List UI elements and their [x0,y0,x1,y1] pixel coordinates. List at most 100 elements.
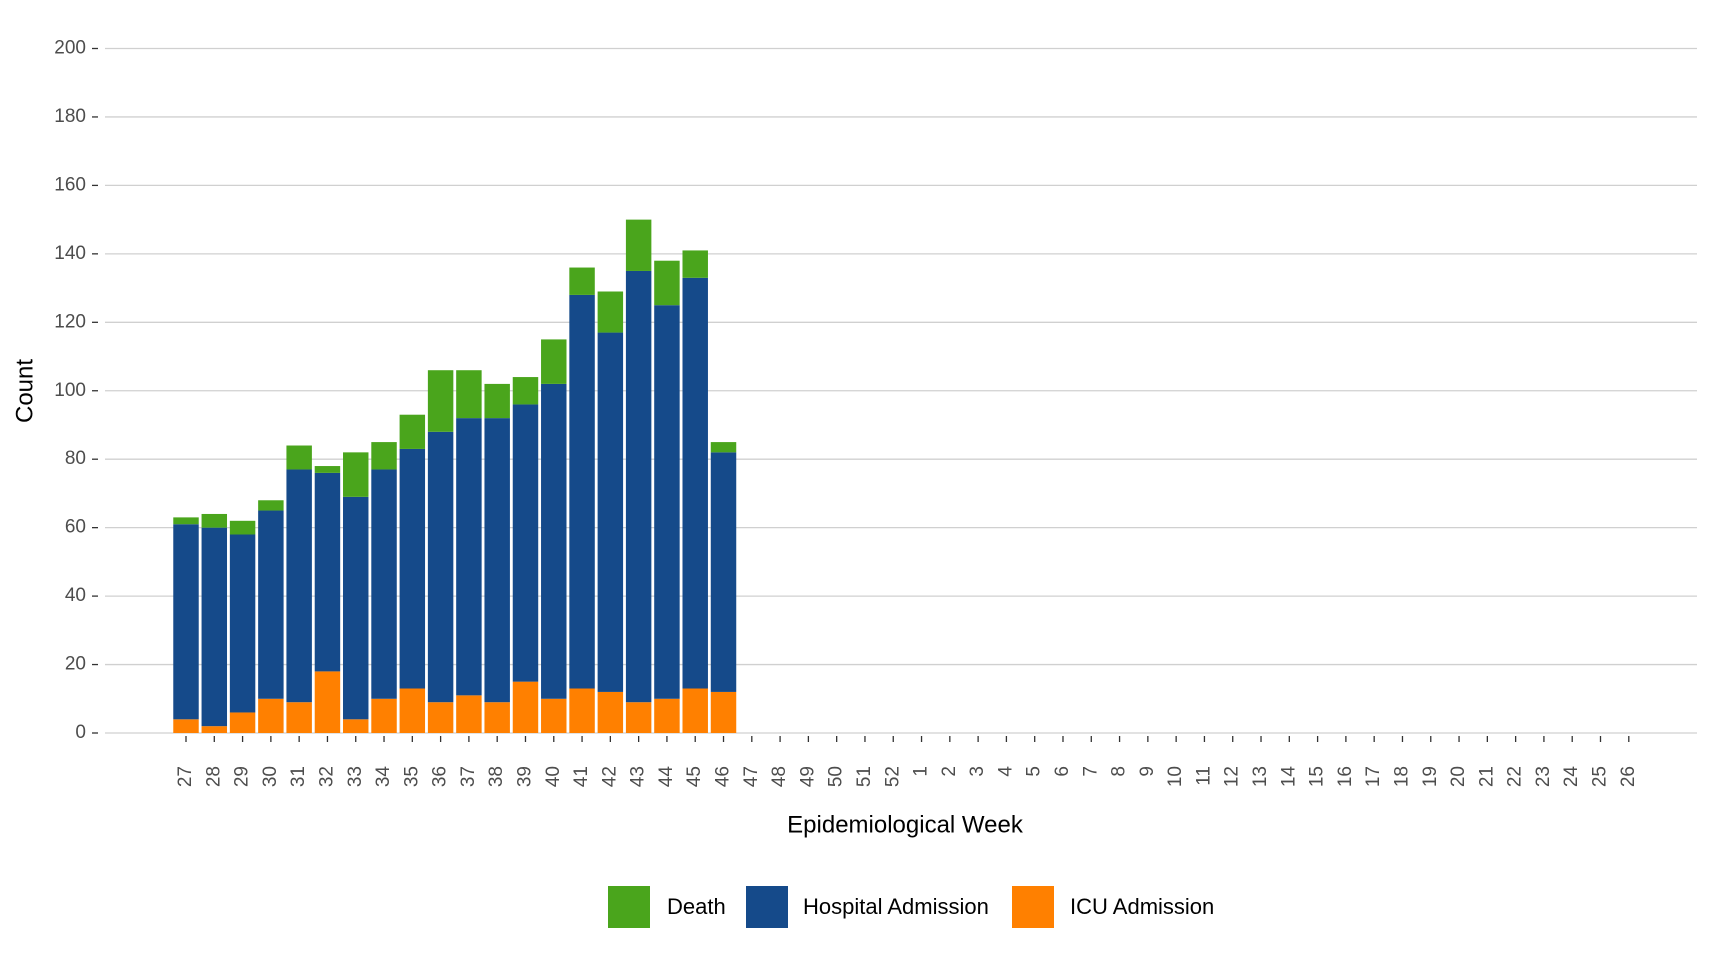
x-tick-label: 36 [430,766,451,787]
bar-segment [541,339,567,384]
x-tick-label: 24 [1561,766,1582,788]
x-tick-label: 33 [345,766,366,787]
x-tick-label: 10 [1165,766,1186,787]
bar-segment [512,377,539,405]
x-tick-label: 3 [967,766,988,777]
legend-label: Hospital Admission [803,894,989,919]
bar-segment [682,250,708,278]
bar-segment [371,442,397,470]
bar-segment [541,383,567,699]
x-tick-label: 41 [571,766,592,787]
x-tick-label: 27 [175,766,196,787]
x-tick-label: 49 [797,766,818,787]
legend-label: Death [667,894,726,919]
bar-segment [258,698,284,733]
bar-segment [173,719,199,733]
y-tick-label: 80 [65,448,86,469]
x-tick-label: 15 [1307,766,1328,787]
y-tick-label: 140 [54,243,86,264]
x-tick-label: 17 [1363,766,1384,787]
x-tick-label: 12 [1222,766,1243,787]
y-tick-label: 160 [54,174,86,195]
x-tick-label: 16 [1335,766,1356,787]
y-tick-label: 120 [54,311,86,332]
bar-segment [258,500,284,511]
x-tick-label: 35 [401,766,422,787]
bar-segment [229,712,256,733]
bar-segment [569,267,595,295]
bar-segment [427,431,454,703]
bar-segment [427,702,454,733]
legend-label: ICU Admission [1070,894,1214,919]
y-tick-label: 0 [75,722,86,743]
bar-segment [512,681,539,733]
bar-segment [569,294,595,689]
bar-segment [597,291,624,333]
x-tick-label: 32 [316,766,337,787]
bar-segment [456,695,482,733]
x-tick-label: 38 [486,766,507,787]
bar-segment [314,671,341,733]
bar-segment [201,527,228,727]
bar-segment [541,698,567,733]
legend-key [1012,886,1054,928]
x-tick-label: 29 [232,766,253,787]
y-tick-label: 20 [65,654,86,675]
x-tick-label: 39 [514,766,535,787]
bar-segment [173,517,199,525]
bar-segment [371,698,397,733]
bar-segment [484,418,510,703]
x-tick-label: 8 [1109,766,1130,777]
bar-segment [625,270,652,703]
y-tick-label: 40 [65,585,86,606]
x-axis-title: Epidemiological Week [787,811,1024,838]
x-tick-label: 9 [1137,766,1158,777]
bar-segment [484,702,510,733]
bar-segment [286,469,312,703]
bar-segment [710,452,737,692]
bar-segment [343,452,369,497]
x-tick-label: 46 [713,766,734,787]
x-tick-label: 40 [543,766,564,787]
bar-segment [201,513,228,528]
bar-segment [569,688,595,733]
bar-segment [682,688,708,733]
bar-segment [710,442,737,453]
bar-segment [343,496,369,720]
bar-segment [597,691,624,733]
bar-segment [229,534,256,713]
x-tick-label: 34 [373,766,394,788]
bar-segment [597,332,624,692]
x-tick-label: 26 [1618,766,1639,787]
bar-segment [201,726,228,733]
x-tick-label: 43 [628,766,649,787]
bar-segment [314,466,341,473]
x-tick-label: 1 [911,766,932,777]
x-tick-label: 2 [939,766,960,777]
y-tick-label: 60 [65,517,86,538]
bar-segment [512,404,539,682]
x-tick-label: 11 [1193,766,1214,786]
bar-segment [625,702,652,733]
x-tick-label: 18 [1391,766,1412,787]
x-tick-label: 4 [995,766,1016,777]
x-tick-label: 13 [1250,766,1271,787]
x-tick-label: 30 [260,766,281,787]
x-tick-label: 45 [684,766,705,787]
legend-key [746,886,788,928]
bar-segment [654,698,680,733]
bar-segment [314,472,341,672]
x-tick-label: 50 [826,766,847,787]
x-tick-label: 5 [1024,766,1045,777]
bar-segment [399,414,426,449]
bar-segment [654,260,680,306]
x-tick-label: 19 [1420,766,1441,787]
x-tick-label: 51 [854,766,875,787]
bar-segment [286,445,312,470]
bar-segment [258,510,284,699]
bar-segment [343,719,369,733]
bar-segment [399,448,426,689]
bar-segment [229,520,256,535]
y-tick-label: 200 [54,38,86,59]
